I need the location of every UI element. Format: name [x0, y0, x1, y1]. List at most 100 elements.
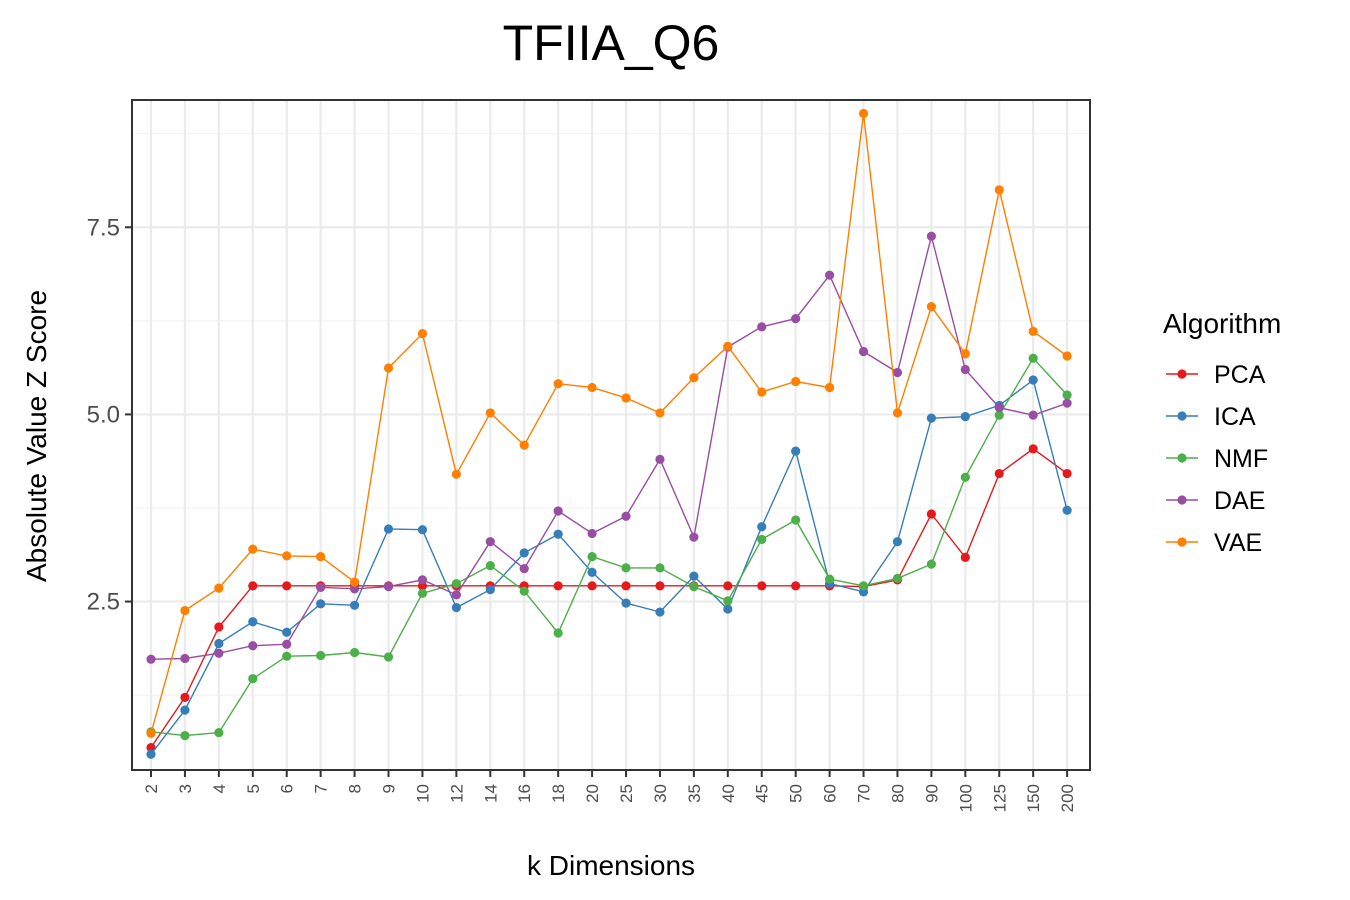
data-point-pca — [994, 468, 1004, 479]
data-point-ica — [1028, 375, 1038, 385]
series-nmf — [146, 353, 1072, 741]
x-tick-label: 10 — [413, 784, 432, 803]
data-point-nmf — [689, 581, 699, 592]
data-point-dae — [1062, 398, 1072, 408]
legend-label: PCA — [1214, 361, 1266, 389]
series-dae — [146, 231, 1072, 664]
data-point-nmf — [1028, 353, 1038, 363]
data-point-nmf — [723, 596, 733, 606]
legend-items: PCA ICA NMF DAE VAE — [1166, 361, 1268, 557]
data-point-ica — [757, 522, 767, 532]
data-point-vae — [180, 605, 190, 616]
series-line-nmf — [150, 357, 1068, 737]
data-point-vae — [316, 552, 326, 562]
legend-swatch-point — [1177, 537, 1187, 547]
y-tick-label: 5.0 — [87, 401, 120, 428]
x-tick-label: 35 — [685, 784, 704, 803]
data-point-ica — [383, 524, 394, 534]
data-point-dae — [825, 270, 835, 280]
data-point-nmf — [248, 674, 258, 684]
data-point-ica — [519, 548, 529, 558]
legend-label: DAE — [1214, 487, 1265, 515]
x-tick-label: 20 — [583, 784, 602, 803]
x-tick-label: 60 — [821, 784, 840, 803]
data-point-ica — [587, 567, 597, 577]
legend-item-pca: PCA — [1166, 361, 1266, 389]
data-point-ica — [349, 600, 360, 610]
data-point-ica — [282, 627, 292, 637]
data-point-nmf — [417, 588, 428, 598]
series-ica — [146, 375, 1072, 759]
data-point-vae — [451, 469, 461, 479]
data-point-pca — [282, 581, 292, 591]
data-point-vae — [621, 393, 631, 403]
data-point-pca — [248, 581, 258, 591]
data-point-vae — [417, 328, 428, 339]
data-point-vae — [1062, 351, 1072, 361]
data-point-dae — [655, 454, 665, 464]
data-point-dae — [791, 313, 801, 324]
data-point-vae — [723, 341, 733, 351]
data-point-dae — [960, 364, 970, 375]
data-point-dae — [146, 654, 156, 664]
data-point-dae — [587, 528, 597, 539]
x-tick-label: 4 — [210, 784, 229, 793]
data-point-vae — [994, 185, 1004, 195]
data-point-nmf — [519, 586, 529, 596]
data-point-ica — [316, 599, 326, 609]
chart-title: TFIIA_Q6 — [503, 15, 720, 71]
data-point-nmf — [451, 578, 461, 589]
x-tick-label: 80 — [888, 784, 907, 803]
data-point-dae — [519, 564, 529, 574]
data-point-ica — [417, 525, 428, 535]
x-tick-label: 100 — [956, 784, 975, 812]
data-point-pca — [791, 581, 801, 591]
x-tick-label: 70 — [855, 784, 874, 803]
x-tick-label: 45 — [753, 784, 772, 803]
data-point-pca — [1062, 468, 1072, 479]
x-tick-label: 18 — [549, 784, 568, 803]
data-point-pca — [146, 742, 156, 753]
series-vae — [146, 108, 1072, 738]
data-point-nmf — [349, 647, 360, 658]
legend-item-ica: ICA — [1166, 403, 1256, 431]
data-point-dae — [383, 581, 394, 592]
data-point-dae — [1028, 410, 1038, 420]
grid-layer — [132, 100, 1090, 770]
legend: Algorithm PCA ICA NMF DAE VAE — [1163, 308, 1281, 557]
x-tick-label: 40 — [719, 784, 738, 803]
legend-swatch-point — [1177, 495, 1187, 505]
data-point-vae — [214, 583, 224, 593]
data-point-dae — [926, 231, 936, 241]
data-point-dae — [553, 506, 563, 516]
series-line-dae — [150, 236, 1068, 660]
data-point-nmf — [316, 650, 326, 661]
data-point-nmf — [1062, 390, 1072, 400]
data-point-ica — [485, 584, 495, 595]
legend-swatch-point — [1177, 411, 1187, 421]
data-point-nmf — [553, 628, 563, 638]
data-point-pca — [757, 581, 767, 591]
data-point-vae — [858, 108, 869, 119]
x-tick-label: 5 — [244, 784, 263, 793]
data-point-dae — [757, 322, 767, 332]
data-point-vae — [553, 379, 563, 389]
series-layer — [146, 108, 1072, 759]
data-point-ica — [892, 537, 903, 547]
data-point-pca — [553, 581, 563, 591]
legend-swatch-point — [1177, 453, 1187, 463]
data-point-ica — [146, 749, 156, 759]
series-line-vae — [150, 113, 1068, 734]
data-point-vae — [892, 408, 903, 418]
y-axis: 2.5 5.0 7.5 — [87, 214, 132, 616]
data-point-dae — [316, 582, 326, 592]
x-tick-label: 200 — [1058, 784, 1077, 812]
x-tick-label: 30 — [651, 784, 670, 803]
data-point-vae — [689, 373, 699, 383]
x-tick-label: 16 — [515, 784, 534, 803]
data-point-nmf — [383, 652, 394, 662]
data-point-nmf — [960, 472, 970, 482]
data-point-nmf — [180, 730, 190, 741]
x-tick-label: 6 — [278, 784, 297, 793]
